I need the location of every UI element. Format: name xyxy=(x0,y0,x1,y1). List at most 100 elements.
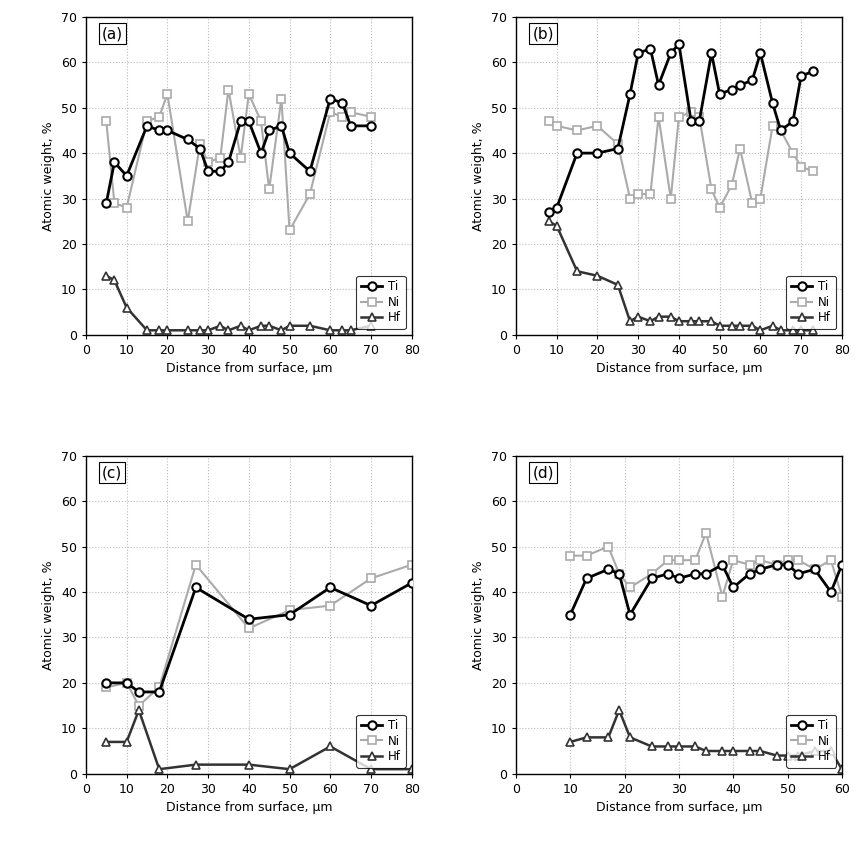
Ti xyxy=(544,207,554,217)
Hf xyxy=(837,764,847,775)
Text: (b): (b) xyxy=(533,26,554,41)
Ti xyxy=(162,125,173,135)
Hf xyxy=(544,216,554,226)
Legend: Ti, Ni, Hf: Ti, Ni, Hf xyxy=(787,276,836,329)
Hf xyxy=(771,750,782,760)
Ti xyxy=(366,121,376,131)
Ni xyxy=(366,112,376,122)
Ti xyxy=(345,121,356,131)
Hf xyxy=(728,746,739,756)
Ti xyxy=(284,148,295,158)
Hf xyxy=(603,733,613,743)
Ni xyxy=(645,189,655,199)
Ni xyxy=(825,555,836,565)
Y-axis label: Atomic weight, %: Atomic weight, % xyxy=(472,121,485,230)
Ti xyxy=(690,569,700,579)
Ti xyxy=(645,44,655,54)
Hf xyxy=(134,705,144,715)
Ti xyxy=(582,574,592,584)
Ti xyxy=(215,167,225,177)
Line: Ni: Ni xyxy=(566,529,859,619)
Hf xyxy=(825,746,836,756)
Line: Hf: Hf xyxy=(102,272,375,335)
Ti xyxy=(572,148,582,158)
Ni xyxy=(717,591,728,601)
Ni xyxy=(235,152,246,162)
Ni xyxy=(142,116,152,126)
Y-axis label: Atomic weight, %: Atomic weight, % xyxy=(472,560,485,669)
Ni xyxy=(701,528,711,538)
Ti xyxy=(305,167,315,177)
Ti xyxy=(796,71,807,81)
Ti xyxy=(191,583,201,593)
Ti xyxy=(565,610,576,620)
Ni xyxy=(686,107,697,117)
Ti xyxy=(195,144,205,154)
Ti xyxy=(654,80,664,90)
Ni xyxy=(747,198,758,208)
Ni xyxy=(406,560,417,570)
Ni xyxy=(284,225,295,235)
Ti xyxy=(808,66,819,77)
Ti xyxy=(853,564,859,574)
Hf xyxy=(788,325,798,336)
Ti xyxy=(633,48,643,58)
Ni xyxy=(277,93,287,103)
Hf xyxy=(747,320,758,331)
Hf xyxy=(612,280,623,290)
Ni xyxy=(121,678,131,688)
Ti xyxy=(717,560,728,570)
Ti xyxy=(277,121,287,131)
Hf xyxy=(215,320,225,331)
Ni xyxy=(808,167,819,177)
Ti xyxy=(783,560,793,570)
Hf xyxy=(645,316,655,326)
Legend: Ti, Ni, Hf: Ti, Ni, Hf xyxy=(787,715,836,768)
Hf xyxy=(673,316,684,326)
Ti xyxy=(264,125,274,135)
Line: Ti: Ti xyxy=(102,579,416,696)
Ti xyxy=(325,583,335,593)
Ti xyxy=(284,610,295,620)
Hf xyxy=(734,320,745,331)
Ti xyxy=(701,569,711,579)
X-axis label: Distance from surface, μm: Distance from surface, μm xyxy=(166,801,332,814)
Ni xyxy=(788,148,798,158)
Ti xyxy=(244,614,254,624)
Text: (d): (d) xyxy=(533,465,554,480)
Ni xyxy=(203,157,213,167)
Ni xyxy=(673,555,684,565)
Hf xyxy=(654,312,664,322)
Hf xyxy=(325,325,335,336)
Hf xyxy=(183,325,193,336)
Hf xyxy=(277,325,287,336)
Ti xyxy=(142,121,152,131)
Ni xyxy=(663,555,673,565)
Hf xyxy=(767,320,777,331)
Ti xyxy=(666,48,676,58)
Ti xyxy=(706,48,716,58)
X-axis label: Distance from surface, μm: Distance from surface, μm xyxy=(595,801,762,814)
Ni xyxy=(191,560,201,570)
Ni xyxy=(256,116,266,126)
Line: Ni: Ni xyxy=(545,108,818,212)
Ni xyxy=(223,84,234,94)
Ti xyxy=(366,600,376,611)
Ni xyxy=(162,89,173,99)
Ti xyxy=(825,587,836,597)
Ti xyxy=(256,148,266,158)
Ti xyxy=(154,125,164,135)
Ni xyxy=(101,682,112,692)
Ti xyxy=(101,198,112,208)
Ti xyxy=(134,687,144,697)
Ni xyxy=(593,121,603,131)
Ni xyxy=(809,564,819,574)
Hf xyxy=(776,325,786,336)
Hf xyxy=(624,316,635,326)
Hf xyxy=(203,325,213,336)
Ti xyxy=(715,89,725,99)
Ti xyxy=(747,76,758,86)
Hf xyxy=(572,267,582,277)
Hf xyxy=(235,320,246,331)
Text: (c): (c) xyxy=(102,465,123,480)
